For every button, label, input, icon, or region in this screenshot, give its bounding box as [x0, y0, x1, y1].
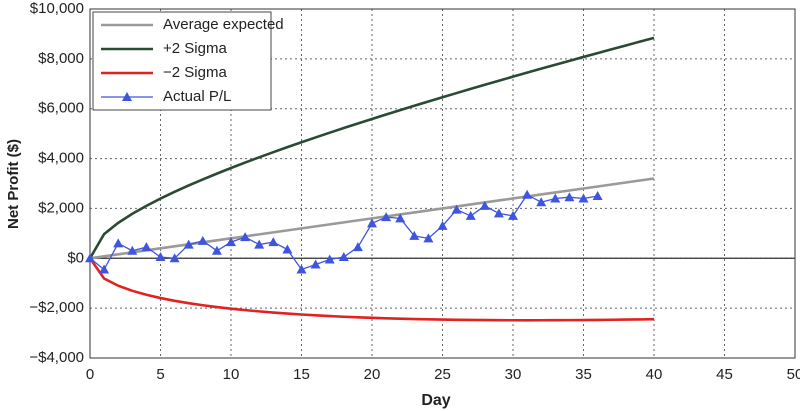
legend-label: +2 Sigma [163, 40, 227, 57]
x-tick-label: 35 [575, 366, 592, 383]
data-marker [352, 242, 363, 252]
data-marker [564, 192, 575, 202]
data-marker [268, 237, 279, 247]
data-marker [451, 204, 462, 214]
y-tick-label: $0 [67, 249, 84, 266]
legend-label: −2 Sigma [163, 64, 227, 81]
data-marker [508, 210, 518, 220]
x-tick-label: 50 [787, 366, 800, 383]
data-marker [578, 193, 589, 203]
data-marker [324, 254, 335, 264]
data-marker [522, 189, 533, 199]
data-marker [493, 208, 504, 218]
data-marker [197, 235, 208, 245]
data-marker [254, 239, 265, 249]
data-marker [479, 200, 490, 210]
legend-marker [122, 92, 132, 101]
data-marker [226, 237, 236, 247]
x-axis-title: Day [421, 392, 450, 409]
data-marker [155, 252, 166, 262]
data-marker [423, 233, 434, 243]
data-marker [381, 212, 392, 222]
data-marker [183, 239, 194, 249]
y-tick-label: −$2,000 [29, 299, 84, 316]
data-marker [409, 230, 420, 240]
data-marker [211, 245, 222, 255]
x-tick-label: 0 [86, 366, 94, 383]
y-tick-label: $2,000 [38, 199, 84, 216]
y-tick-label: $4,000 [38, 150, 84, 167]
x-tick-label: 45 [716, 366, 733, 383]
data-marker [169, 253, 180, 263]
data-marker [550, 193, 561, 203]
y-tick-label: $6,000 [38, 100, 84, 117]
data-marker [282, 244, 293, 254]
legend-box [92, 11, 272, 111]
series-line [88, 36, 655, 259]
x-tick-label: 40 [646, 366, 663, 383]
data-marker [296, 264, 307, 274]
data-marker [338, 252, 349, 262]
legend-label: Average expected [163, 16, 284, 33]
data-marker [85, 253, 95, 263]
data-marker [141, 242, 152, 252]
data-marker [536, 197, 547, 207]
data-marker [240, 232, 251, 242]
legend-label: Actual P/L [163, 88, 231, 105]
data-marker [465, 210, 476, 220]
data-marker [592, 190, 603, 200]
data-marker [310, 259, 321, 269]
y-tick-label: −$4,000 [29, 349, 84, 366]
data-marker [395, 213, 406, 223]
x-tick-label: 15 [293, 366, 310, 383]
y-axis-title: Net Profit ($) [5, 139, 22, 229]
plot-frame [89, 8, 796, 359]
x-tick-label: 10 [223, 366, 240, 383]
data-marker [367, 218, 377, 228]
x-tick-label: 5 [156, 366, 164, 383]
x-tick-label: 25 [434, 366, 451, 383]
y-tick-label: $8,000 [38, 50, 84, 67]
x-tick-label: 20 [364, 366, 381, 383]
data-marker [127, 245, 138, 255]
x-tick-label: 30 [505, 366, 522, 383]
data-marker [113, 238, 124, 248]
y-tick-label: $10,000 [30, 0, 84, 17]
data-marker [99, 264, 110, 274]
series-line [88, 257, 655, 322]
data-marker [437, 220, 448, 230]
